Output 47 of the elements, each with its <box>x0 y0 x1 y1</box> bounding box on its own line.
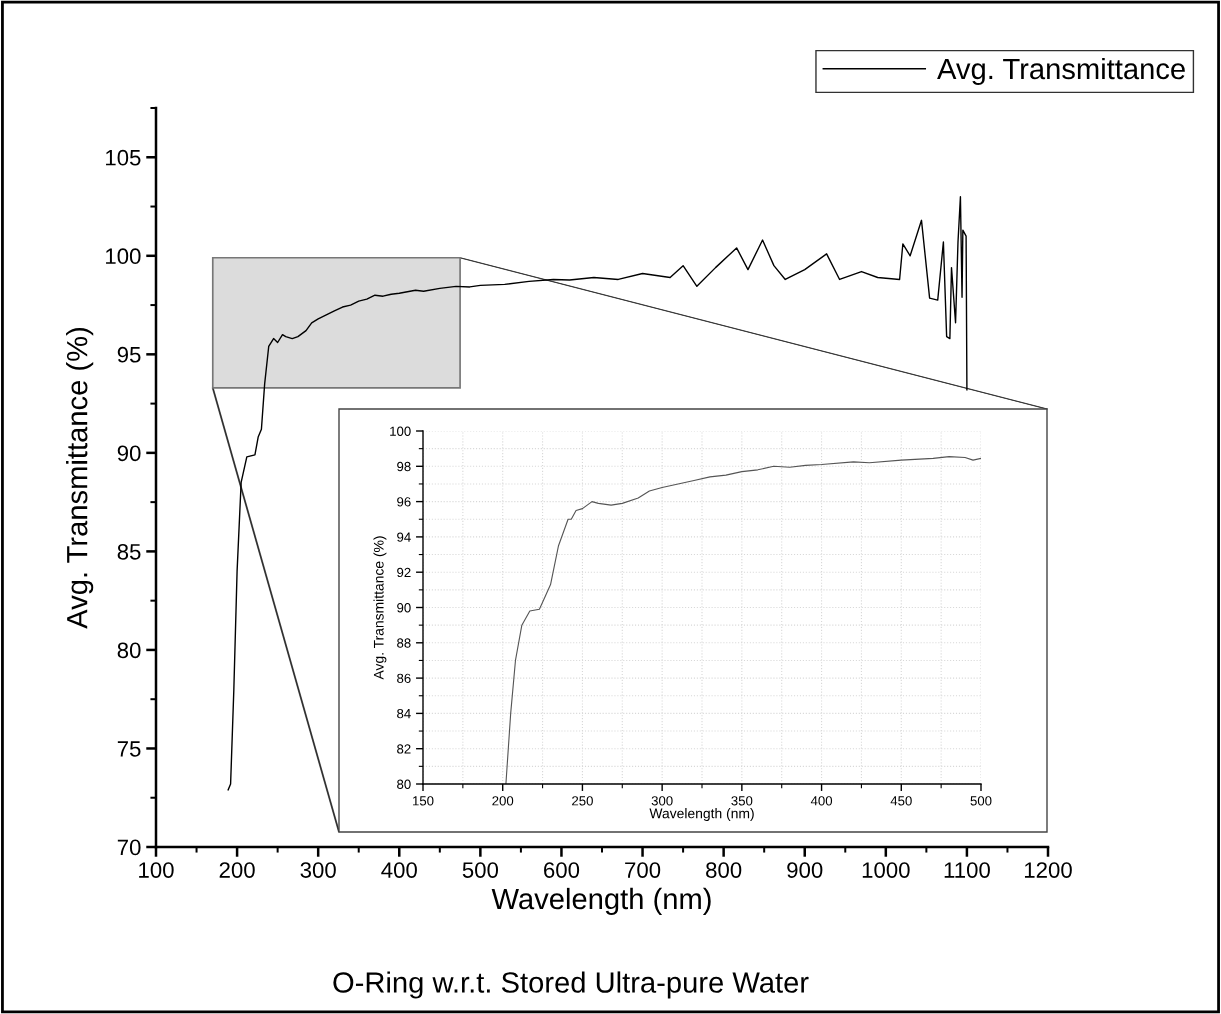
x-tick-label: 500 <box>462 862 499 878</box>
x-tick-label: 300 <box>651 796 673 806</box>
y-tick-label: 92 <box>397 567 411 578</box>
x-tick-label: 300 <box>300 862 336 878</box>
text: O-Ring w.r.t. Stored Ultra-pure Water <box>333 971 809 999</box>
y-tick-label: 96 <box>397 497 411 507</box>
x-tick-label: 400 <box>810 796 833 806</box>
y-tick-label: 75 <box>117 741 141 757</box>
x-tick-label: 1200 <box>1024 862 1072 878</box>
line-series <box>227 195 968 791</box>
y-tick-label: 105 <box>106 149 141 166</box>
x-tick-label: 450 <box>890 796 912 806</box>
x-tick-label: 250 <box>572 796 593 806</box>
x-tick-label: 350 <box>731 796 753 806</box>
y-axis-title: Avg. Transmittance (%) <box>373 536 387 680</box>
y-tick-label: 90 <box>397 603 411 613</box>
y-tick-label: 100 <box>106 248 141 265</box>
x-tick-label: 500 <box>970 796 992 806</box>
y-tick-label: 86 <box>397 673 411 684</box>
y-tick-label: 80 <box>117 642 141 659</box>
y-tick-label: 94 <box>397 532 411 542</box>
x-tick-label: 700 <box>625 862 661 878</box>
x-tick-label: 100 <box>139 862 174 878</box>
x-tick-label: 150 <box>413 796 434 806</box>
x-tick-label: 900 <box>787 862 823 878</box>
x-tick-label: 1000 <box>862 862 910 878</box>
x-axis-title: Wavelength (nm) <box>649 808 754 822</box>
legend-label: Avg. Transmittance <box>937 57 1185 86</box>
y-tick-label: 84 <box>397 708 411 719</box>
x-tick-label: 600 <box>544 862 580 878</box>
x-tick-label: 200 <box>492 796 514 806</box>
y-tick-label: 90 <box>117 445 141 462</box>
y-tick-label: 88 <box>397 638 411 648</box>
x-tick-label: 1100 <box>944 862 990 878</box>
y-tick-label: 82 <box>397 744 411 754</box>
y-tick-label: 80 <box>397 779 411 789</box>
line-series <box>505 456 981 784</box>
x-tick-label: 400 <box>381 862 417 878</box>
x-axis-title: Wavelength (nm) <box>491 887 711 916</box>
y-tick-label: 98 <box>397 461 411 472</box>
y-tick-label: 85 <box>117 543 141 560</box>
x-tick-label: 200 <box>219 862 255 878</box>
x-tick-label: 800 <box>706 862 742 878</box>
y-tick-label: 95 <box>117 346 141 363</box>
y-axis-title: Avg. Transmittance (%) <box>66 328 94 629</box>
y-tick-label: 100 <box>390 426 411 436</box>
y-tick-label: 70 <box>117 839 141 856</box>
